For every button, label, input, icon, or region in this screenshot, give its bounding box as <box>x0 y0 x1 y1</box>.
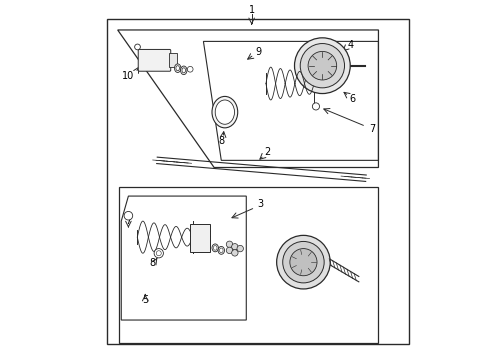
FancyBboxPatch shape <box>138 49 170 71</box>
Circle shape <box>237 246 243 252</box>
Bar <box>169 53 177 67</box>
Circle shape <box>231 249 238 256</box>
Circle shape <box>154 249 163 258</box>
Circle shape <box>307 51 336 80</box>
Bar <box>107 19 408 344</box>
Text: 8: 8 <box>218 136 224 146</box>
Circle shape <box>300 44 344 88</box>
Ellipse shape <box>180 66 186 75</box>
Bar <box>190 224 209 252</box>
Ellipse shape <box>176 66 179 71</box>
Ellipse shape <box>219 248 223 253</box>
Circle shape <box>187 66 193 72</box>
Circle shape <box>134 44 140 50</box>
Text: 7: 7 <box>125 216 131 226</box>
Ellipse shape <box>174 64 181 72</box>
Ellipse shape <box>212 96 237 128</box>
Text: 4: 4 <box>347 40 353 50</box>
Circle shape <box>156 251 161 256</box>
Text: 6: 6 <box>348 94 355 104</box>
Ellipse shape <box>212 244 218 252</box>
Text: 5: 5 <box>142 296 148 305</box>
Circle shape <box>282 242 324 283</box>
Text: 9: 9 <box>254 47 261 57</box>
Ellipse shape <box>218 247 224 254</box>
Ellipse shape <box>182 68 185 73</box>
Text: 7: 7 <box>368 124 374 134</box>
Circle shape <box>312 103 319 110</box>
Circle shape <box>231 244 238 250</box>
Circle shape <box>294 38 349 94</box>
Text: 8: 8 <box>149 258 156 268</box>
Circle shape <box>226 247 232 253</box>
Text: 2: 2 <box>264 148 270 157</box>
Circle shape <box>226 241 232 248</box>
Circle shape <box>124 211 132 220</box>
Text: 3: 3 <box>257 199 263 209</box>
Circle shape <box>276 235 329 289</box>
Ellipse shape <box>213 246 217 250</box>
Circle shape <box>289 249 316 276</box>
Ellipse shape <box>215 100 234 124</box>
Text: 1: 1 <box>248 5 254 15</box>
Text: 10: 10 <box>122 71 134 81</box>
